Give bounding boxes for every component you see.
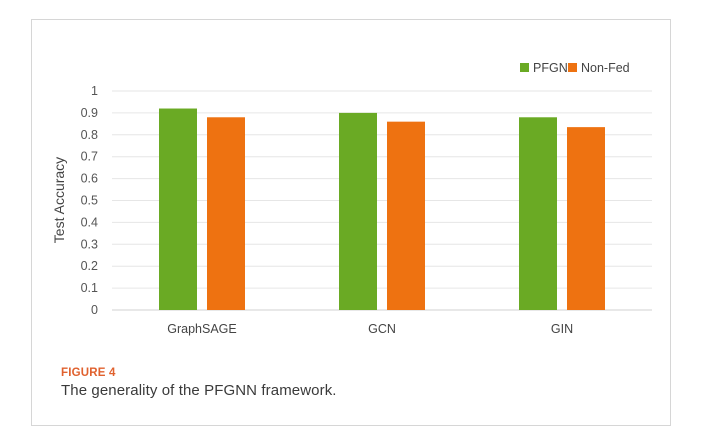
y-tick-label: 0.4 [81,215,98,229]
y-tick-label: 0.9 [81,106,98,120]
bar-pfgnn-gcn [339,112,377,311]
x-tick-label: GraphSAGE [167,322,236,336]
y-tick-label: 0.8 [81,128,98,142]
bar-pfgnn-gin [519,117,557,310]
y-tick-label: 0.1 [81,281,98,295]
legend-label: PFGNN [533,61,577,75]
y-tick-labels: 0 0.1 0.2 0.3 0.4 0.5 0.6 0.7 0.8 0.9 1 [81,84,98,317]
legend-swatch [568,63,577,72]
figure-caption: The generality of the PFGNN framework. [61,382,337,399]
legend-swatch [520,63,529,72]
y-tick-label: 0 [91,303,98,317]
y-tick-label: 0.5 [81,194,98,208]
figure-label: FIGURE 4 [61,367,116,379]
y-tick-label: 0.7 [81,150,98,164]
y-tick-label: 0.3 [81,237,98,251]
bar-pfgnn-graphsage [159,108,197,311]
grid-lines [112,90,652,311]
legend: PFGNN Non-Fed [520,61,630,75]
y-tick-label: 1 [91,84,98,98]
y-tick-label: 0.2 [81,259,98,273]
x-tick-labels: GraphSAGE GCN GIN [167,322,573,336]
x-tick-label: GCN [368,322,396,336]
bar-non-fed-gin [567,127,605,310]
legend-label: Non-Fed [581,61,630,75]
x-tick-label: GIN [551,322,573,336]
bar-non-fed-gcn [387,121,425,310]
y-axis-label: Test Accuracy [51,157,67,243]
bars [159,108,605,311]
bar-non-fed-graphsage [207,117,245,310]
y-tick-label: 0.6 [81,172,98,186]
